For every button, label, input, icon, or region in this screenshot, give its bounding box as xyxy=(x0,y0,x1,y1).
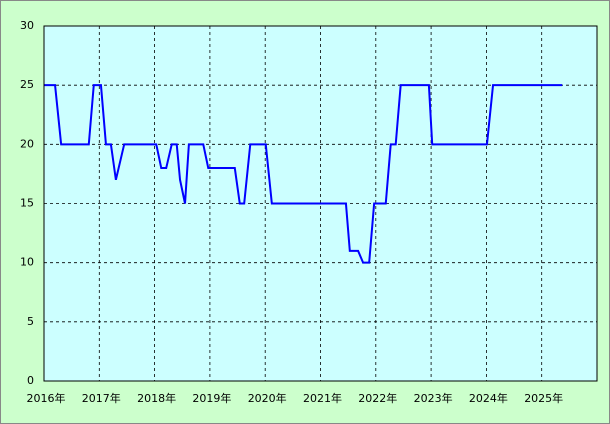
y-tick-label: 0 xyxy=(27,374,34,387)
x-tick-label: 2022年 xyxy=(358,391,397,405)
x-tick-label: 2019年 xyxy=(192,391,231,405)
x-tick-label: 2023年 xyxy=(414,391,453,405)
plot-border xyxy=(43,25,598,382)
x-tick-label: 2017年 xyxy=(82,391,121,405)
x-tick-label: 2025年 xyxy=(524,391,563,405)
x-tick-label: 2016年 xyxy=(27,391,66,405)
y-tick-label: 25 xyxy=(20,78,34,91)
y-tick-label: 15 xyxy=(20,197,34,210)
y-tick-label: 30 xyxy=(20,19,34,32)
y-tick-label: 10 xyxy=(20,256,34,269)
data-line xyxy=(44,84,563,264)
x-tick-label: 2021年 xyxy=(303,391,342,405)
x-tick-label: 2018年 xyxy=(137,391,176,405)
x-tick-label: 2020年 xyxy=(248,391,287,405)
y-tick-label: 20 xyxy=(20,137,34,150)
y-tick-label: 5 xyxy=(27,315,34,328)
x-tick-label: 2024年 xyxy=(469,391,508,405)
